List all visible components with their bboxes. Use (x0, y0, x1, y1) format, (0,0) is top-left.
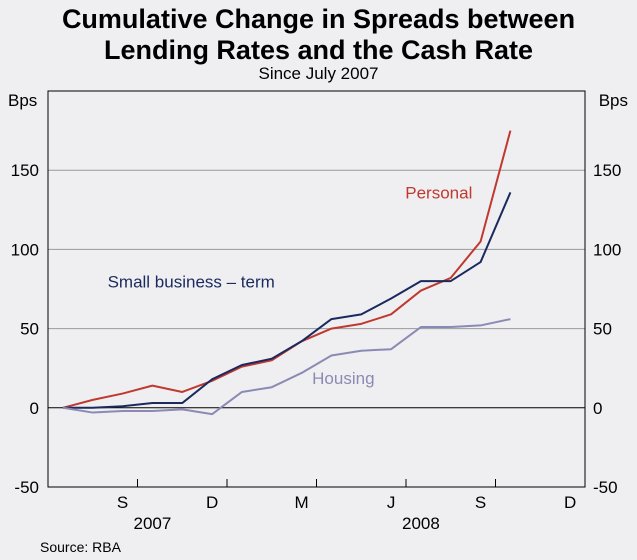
y-tick-label-right: 100 (593, 240, 621, 259)
series-label-small-business-term: Small business – term (108, 272, 275, 291)
y-tick-label-left: 0 (30, 399, 39, 418)
chart-subtitle: Since July 2007 (258, 64, 379, 83)
series-label-housing: Housing (312, 369, 374, 388)
y-tick-label-right: -50 (593, 478, 618, 497)
gridlines (48, 169, 585, 409)
chart-title-line-2: Lending Rates and the Cash Rate (103, 35, 534, 65)
y-tick-label-left: -50 (14, 478, 39, 497)
y-tick-label-left: 100 (11, 240, 39, 259)
series-lines (62, 130, 512, 416)
x-tick-label: J (387, 493, 396, 512)
x-axis (137, 479, 496, 487)
x-year-label: 2008 (402, 514, 440, 533)
x-year-label: 2007 (134, 514, 172, 533)
series-label-personal: Personal (405, 184, 472, 203)
series-line-small-business-term (62, 191, 512, 409)
x-tick-label: S (117, 493, 128, 512)
source-note: Source: RBA (40, 539, 121, 555)
x-tick-label: M (294, 493, 308, 512)
left-axis-unit: Bps (8, 91, 38, 110)
plot-frame (47, 90, 586, 488)
series-line-personal (62, 130, 512, 409)
tick-labels: -50 -50 0 0 50 50 100 100 150 150 S D M J S D 2007 2008 Pe… (11, 161, 622, 533)
y-tick-label-right: 0 (593, 399, 602, 418)
right-axis-unit: Bps (598, 91, 628, 110)
y-tick-label-right: 150 (593, 161, 621, 180)
chart-title-line-1: Cumulative Change in Spreads between (61, 4, 576, 34)
y-tick-label-left: 150 (11, 161, 39, 180)
y-tick-label-right: 50 (593, 320, 612, 339)
x-tick-label: D (206, 493, 218, 512)
x-tick-label: D (564, 493, 576, 512)
series-line-housing (62, 318, 511, 416)
x-tick-label: S (475, 493, 486, 512)
y-tick-label-left: 50 (20, 320, 39, 339)
